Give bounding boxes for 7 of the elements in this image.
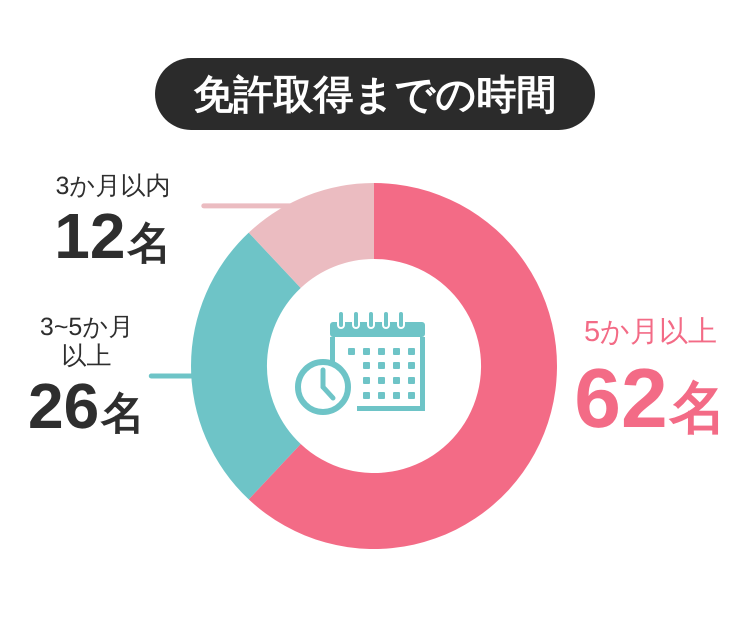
slice-label: 3か月以内: [55, 172, 170, 200]
slice-label: 5か月以上: [584, 316, 718, 348]
data-label: 62名: [574, 351, 727, 445]
data-label: 26名: [28, 370, 146, 442]
chart-title: 免許取得までの時間: [194, 72, 556, 118]
data-label: 12名: [54, 200, 172, 272]
slice-label: 3~5か月以上: [40, 313, 134, 370]
